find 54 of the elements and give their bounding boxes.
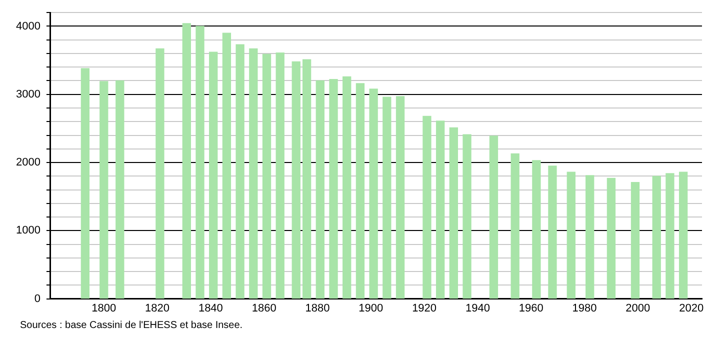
bar <box>630 182 640 299</box>
bar <box>249 48 258 299</box>
bar <box>342 76 352 299</box>
bar <box>222 32 232 299</box>
x-tick-label: 1900 <box>358 302 384 314</box>
bar <box>100 81 108 299</box>
x-tick-label: 2020 <box>679 302 704 314</box>
bar <box>156 48 164 299</box>
bar <box>236 44 244 299</box>
source-note: Sources : base Cassini de l'EHESS et base Insee. <box>20 320 243 331</box>
x-tick-label: 1980 <box>572 302 597 314</box>
bar <box>652 176 661 299</box>
bar <box>436 120 445 299</box>
bar <box>566 172 576 299</box>
x-tick-label: 1800 <box>92 302 116 314</box>
x-tick-label: 2000 <box>626 302 650 314</box>
bar <box>510 153 520 299</box>
bar <box>80 68 90 299</box>
bar <box>532 160 541 299</box>
bar <box>316 80 324 299</box>
bar <box>422 116 432 299</box>
bar <box>209 52 218 299</box>
bar <box>329 79 338 299</box>
bar <box>302 59 312 299</box>
x-tick-label: 1940 <box>465 302 490 314</box>
bar <box>182 23 191 299</box>
bar <box>462 134 472 299</box>
bar <box>678 172 688 299</box>
bar <box>276 52 284 299</box>
bar <box>606 178 616 299</box>
bar <box>382 96 392 299</box>
bar <box>449 127 458 299</box>
y-tick-label: 1000 <box>16 224 40 237</box>
bar <box>548 166 557 299</box>
bar <box>262 54 272 299</box>
x-tick-label: 1960 <box>518 302 544 314</box>
y-tick-label: 3000 <box>16 88 40 100</box>
x-tick-label: 1840 <box>198 302 223 314</box>
bar <box>196 26 204 299</box>
x-tick-label: 1820 <box>145 302 170 314</box>
bar <box>586 175 594 299</box>
bar <box>116 80 124 299</box>
bar <box>666 173 674 299</box>
y-tick-label: 2000 <box>16 156 40 169</box>
x-tick-label: 1920 <box>412 302 437 314</box>
x-tick-label: 1860 <box>252 302 276 314</box>
bar <box>356 83 365 299</box>
y-tick-label: 0 <box>34 292 40 305</box>
bar <box>369 88 378 299</box>
bar <box>489 136 498 299</box>
bar <box>292 61 300 299</box>
bar <box>396 96 405 299</box>
x-tick-label: 1880 <box>305 302 330 314</box>
y-tick-label: 4000 <box>16 20 40 32</box>
